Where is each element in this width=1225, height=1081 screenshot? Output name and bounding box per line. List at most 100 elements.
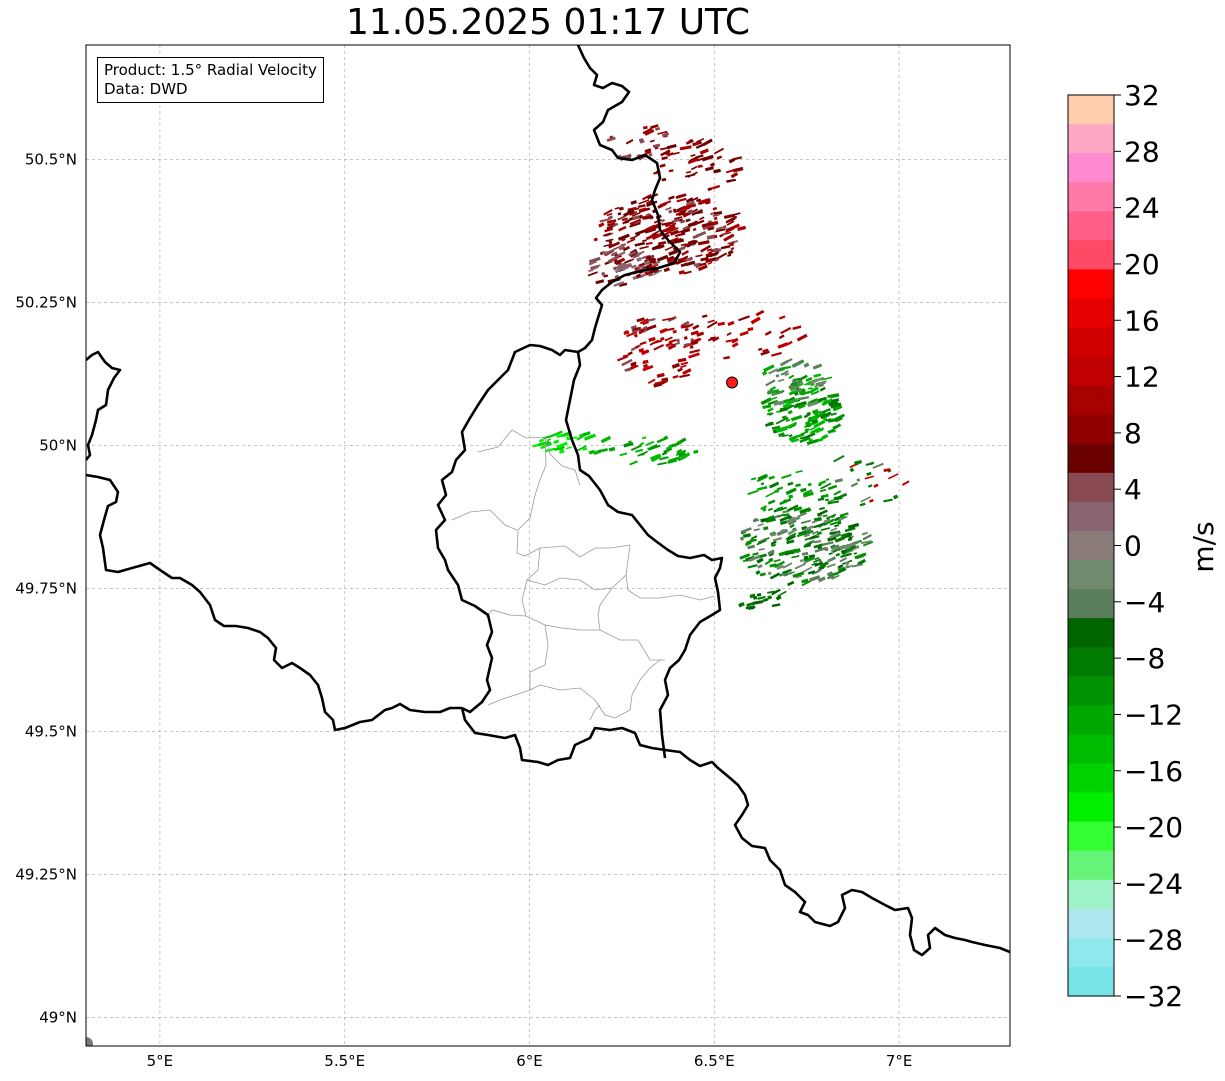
echo-pixel xyxy=(636,257,642,262)
echo-pixel xyxy=(661,132,670,138)
echo-pixel xyxy=(697,240,710,246)
echo-pixel xyxy=(760,397,772,406)
echo-pixel xyxy=(856,478,861,482)
echo-pixel xyxy=(745,538,757,544)
echo-pixel xyxy=(768,421,774,427)
echo-pixel xyxy=(750,316,761,325)
echo-pixel xyxy=(762,404,772,410)
echo-pixel xyxy=(618,282,628,287)
echo-pixel xyxy=(587,271,598,277)
echo-pixel xyxy=(853,540,859,546)
echo-pixel xyxy=(674,216,683,221)
echo-pixel xyxy=(804,535,816,541)
echo-pixel xyxy=(618,245,626,251)
echo-pixel xyxy=(793,438,798,443)
echo-pixel xyxy=(654,380,667,385)
echo-pixel xyxy=(826,571,834,577)
echo-pixel xyxy=(837,515,848,522)
echo-pixel xyxy=(767,595,773,600)
echo-pixel xyxy=(762,348,769,353)
echo-pixel xyxy=(699,148,709,155)
echo-pixel xyxy=(631,211,641,217)
echo-pixel xyxy=(756,539,767,546)
echo-pixel xyxy=(635,345,640,349)
echo-pixel xyxy=(809,427,821,435)
colorbar-swatch xyxy=(1068,443,1114,474)
echo-pixel xyxy=(603,274,609,278)
echo-pixel xyxy=(834,536,846,543)
echo-pixel xyxy=(678,218,684,222)
echo-pixel xyxy=(739,602,745,607)
echo-pixel xyxy=(653,269,659,274)
echo-pixel xyxy=(677,367,683,373)
echo-pixel xyxy=(716,252,728,260)
echo-pixel xyxy=(614,253,619,257)
echo-pixel xyxy=(615,263,626,270)
echo-pixel xyxy=(682,368,692,375)
echo-pixel xyxy=(771,588,781,596)
echo-pixel xyxy=(634,207,640,211)
echo-pixel xyxy=(883,498,893,503)
radar-echoes xyxy=(532,124,910,610)
echo-pixel xyxy=(845,565,849,569)
echo-pixel xyxy=(840,552,852,559)
echo-pixel xyxy=(759,572,766,577)
echo-pixel xyxy=(687,239,696,245)
echo-pixel xyxy=(645,241,653,246)
radar-site-marker[interactable] xyxy=(726,376,739,389)
colorbar-tick-label: −32 xyxy=(1124,980,1183,1013)
echo-pixel xyxy=(679,145,692,151)
colorbar-swatch xyxy=(1068,182,1114,212)
echo-pixel xyxy=(758,548,765,551)
echo-pixel xyxy=(814,568,823,574)
echo-pixel xyxy=(775,374,780,378)
echo-pixel xyxy=(756,593,762,597)
echo-pixel xyxy=(819,386,826,392)
echo-pixel xyxy=(696,211,703,215)
echo-pixel xyxy=(807,482,812,487)
echo-pixel xyxy=(819,507,825,511)
echo-pixel xyxy=(697,264,708,272)
echo-pixel xyxy=(784,372,790,377)
echo-pixel xyxy=(687,171,698,178)
echo-pixel xyxy=(773,400,785,406)
echo-pixel xyxy=(629,218,642,227)
echo-pixel xyxy=(638,347,645,353)
echo-pixel xyxy=(712,247,718,252)
echo-pixel xyxy=(705,166,714,172)
echo-pixel xyxy=(790,384,801,392)
echo-pixel xyxy=(617,212,622,216)
echo-pixel xyxy=(790,414,803,422)
echo-pixel xyxy=(678,452,687,458)
echo-pixel xyxy=(780,528,786,533)
echo-pixel xyxy=(757,523,764,527)
echo-pixel xyxy=(830,527,838,532)
echo-pixel xyxy=(677,357,687,363)
echo-pixel xyxy=(799,507,811,515)
colorbar-swatch xyxy=(1068,530,1114,561)
echo-pixel xyxy=(792,377,802,381)
echo-pixel xyxy=(657,461,667,466)
echo-pixel xyxy=(818,559,823,564)
echo-pixel xyxy=(767,571,772,576)
echo-pixel xyxy=(608,446,616,452)
echo-pixel xyxy=(576,434,586,441)
echo-pixel xyxy=(755,309,765,317)
echo-pixel xyxy=(747,327,754,332)
echo-pixel xyxy=(782,562,793,569)
echo-pixel xyxy=(782,403,790,409)
echo-pixel xyxy=(665,341,673,347)
echo-pixel xyxy=(811,520,818,524)
echo-pixel xyxy=(844,526,856,533)
echo-pixel xyxy=(672,329,677,334)
echo-pixel xyxy=(817,576,826,583)
echo-pixel xyxy=(747,489,759,496)
echo-pixel xyxy=(621,217,628,222)
longitude-axis: 5°E 5.5°E 6°E 6.5°E 7°E xyxy=(147,1052,913,1070)
echo-pixel xyxy=(707,261,713,265)
echo-pixel xyxy=(801,551,809,556)
echo-pixel xyxy=(786,516,797,524)
echo-pixel xyxy=(707,187,713,192)
colorbar-swatch xyxy=(1068,792,1114,823)
echo-pixel xyxy=(840,532,851,537)
